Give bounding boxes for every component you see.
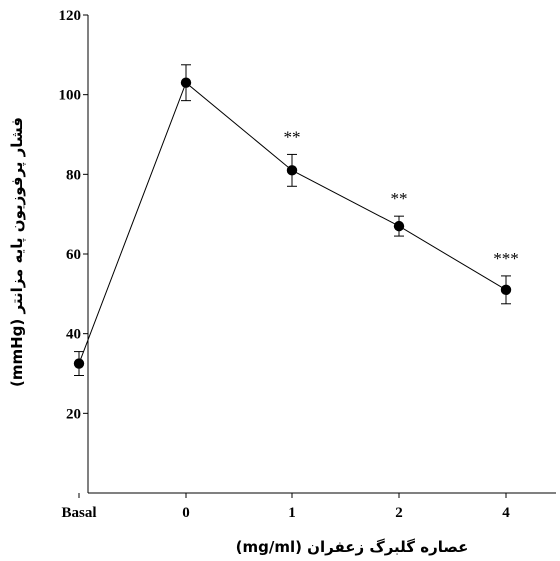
y-tick-label: 40 xyxy=(66,327,81,343)
significance-label: ** xyxy=(284,127,301,146)
x-tick-label: 1 xyxy=(288,505,296,521)
y-tick-label: 20 xyxy=(66,406,81,422)
y-tick-label: 100 xyxy=(59,88,82,104)
y-ticks: 20 40 60 80 100 120 xyxy=(59,8,88,422)
y-tick-label: 80 xyxy=(66,167,81,183)
series-line xyxy=(78,81,507,364)
x-tick-label: Basal xyxy=(61,505,96,521)
axes xyxy=(87,15,556,494)
y-tick-label: 60 xyxy=(66,247,81,263)
y-tick-label: 120 xyxy=(59,8,82,24)
x-tick-label: 2 xyxy=(395,505,403,521)
data-point xyxy=(286,165,298,176)
x-tick-label: 0 xyxy=(182,505,190,521)
x-ticks: Basal 0 1 2 4 xyxy=(61,493,510,521)
x-axis-title: عصاره گلبرگ زعفران (mg/ml) xyxy=(236,538,469,556)
data-point xyxy=(180,77,192,88)
y-axis-title: فشار پرفوزیون پایه مزانتر (mmHg) xyxy=(8,117,27,387)
data-point xyxy=(73,358,85,369)
x-tick-label: 4 xyxy=(502,505,510,521)
significance-label: *** xyxy=(493,249,519,268)
data-point xyxy=(500,284,512,296)
series: ******* xyxy=(73,64,519,376)
data-point xyxy=(393,220,405,232)
significance-label: ** xyxy=(391,189,408,208)
